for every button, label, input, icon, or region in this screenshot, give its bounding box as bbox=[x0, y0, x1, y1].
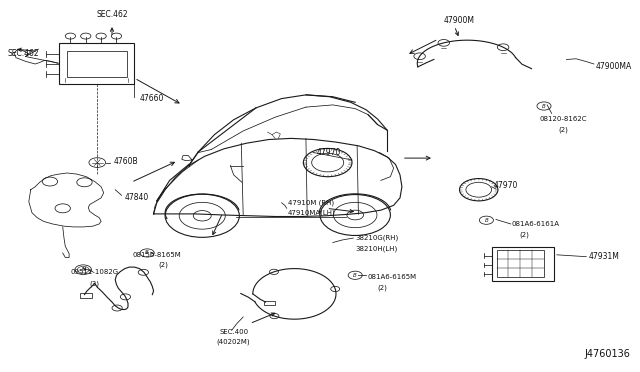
Text: 47910MA(LH): 47910MA(LH) bbox=[288, 210, 336, 217]
Bar bbox=[264, 301, 275, 305]
Text: (3): (3) bbox=[90, 280, 100, 287]
Bar bbox=[67, 51, 127, 77]
Text: B: B bbox=[542, 103, 546, 109]
Text: 47970: 47970 bbox=[494, 182, 518, 190]
Text: 38210G(RH): 38210G(RH) bbox=[355, 235, 399, 241]
Text: 08120-8162C: 08120-8162C bbox=[540, 116, 587, 122]
Text: N: N bbox=[81, 267, 85, 272]
Text: B: B bbox=[353, 273, 357, 278]
Text: SEC.400: SEC.400 bbox=[219, 329, 248, 335]
Text: 081A6-6165M: 081A6-6165M bbox=[368, 274, 417, 280]
Text: (2): (2) bbox=[520, 231, 529, 238]
Text: 09511-1082G: 09511-1082G bbox=[70, 269, 119, 275]
Text: SEC.462: SEC.462 bbox=[96, 10, 128, 19]
Text: 47660: 47660 bbox=[140, 94, 164, 103]
Text: 081A6-6161A: 081A6-6161A bbox=[512, 221, 560, 227]
Text: B: B bbox=[145, 250, 149, 256]
Text: 38210H(LH): 38210H(LH) bbox=[355, 245, 397, 252]
Text: B: B bbox=[484, 218, 488, 223]
Text: 4760B: 4760B bbox=[113, 157, 138, 166]
Bar bbox=[80, 293, 92, 298]
Text: 47840: 47840 bbox=[125, 193, 149, 202]
Text: (40202M): (40202M) bbox=[217, 339, 250, 346]
Text: J4760136: J4760136 bbox=[584, 349, 630, 359]
Text: (2): (2) bbox=[558, 126, 568, 133]
Text: SEC.462: SEC.462 bbox=[8, 49, 39, 58]
Text: 08156-8165M: 08156-8165M bbox=[132, 252, 181, 258]
Text: 47931M: 47931M bbox=[589, 252, 620, 261]
Text: (2): (2) bbox=[158, 262, 168, 269]
Bar bbox=[492, 247, 554, 281]
Text: 47910M (RH): 47910M (RH) bbox=[288, 199, 334, 206]
Bar bbox=[497, 250, 544, 277]
Bar bbox=[59, 43, 134, 84]
Text: 47900M: 47900M bbox=[444, 16, 475, 25]
Text: (2): (2) bbox=[378, 284, 387, 291]
Text: 47970: 47970 bbox=[317, 148, 341, 157]
Text: 47900MA: 47900MA bbox=[595, 62, 632, 71]
